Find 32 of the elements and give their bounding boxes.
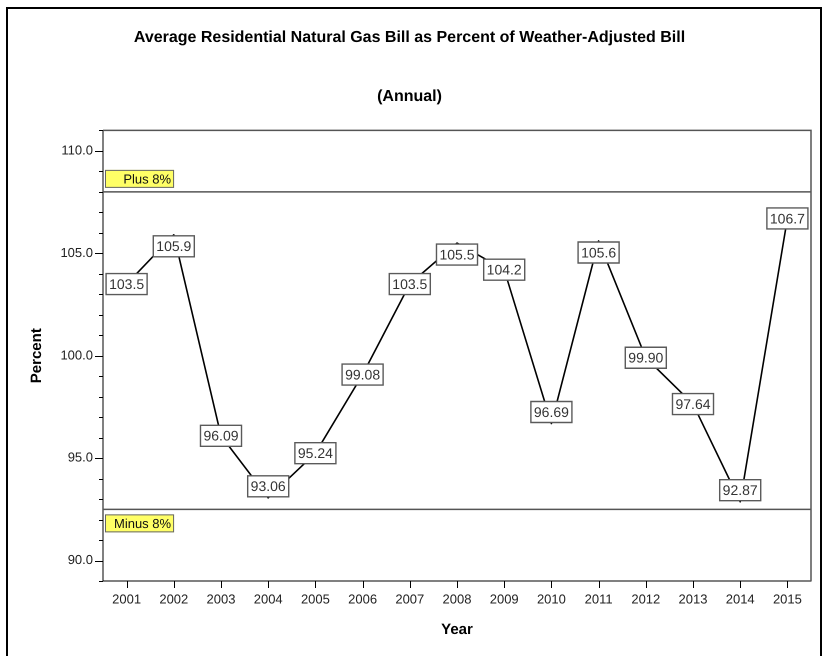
data-label: 105.6 (581, 244, 616, 260)
chart-subtitle: (Annual) (377, 88, 442, 106)
x-tick-label: 2004 (254, 591, 283, 606)
x-tick-label: 2006 (348, 591, 378, 606)
x-tick-label: 2002 (159, 591, 188, 606)
x-tick-label: 2014 (726, 591, 755, 606)
x-tick-label: 2015 (772, 591, 802, 606)
y-tick-label: 110.0 (61, 142, 93, 158)
x-tick-label: 2010 (536, 591, 566, 606)
y-axis-title: Percent (28, 328, 46, 384)
ref-line-label: Minus 8% (114, 516, 172, 531)
y-tick-label: 90.0 (68, 552, 93, 568)
data-label: 105.5 (439, 246, 475, 262)
data-label: 96.69 (534, 404, 570, 420)
data-label: 105.9 (156, 238, 192, 254)
x-tick-label: 2008 (442, 591, 472, 606)
x-tick-label: 2005 (300, 591, 330, 606)
ref-line-label: Plus 8% (123, 171, 172, 186)
x-tick-label: 2003 (206, 591, 236, 606)
y-tick-label: 105.0 (60, 244, 93, 260)
x-tick-label: 2001 (112, 591, 142, 606)
data-label: 93.06 (250, 478, 286, 494)
x-axis-title: Year (441, 621, 474, 638)
x-tick-label: 2011 (584, 591, 613, 606)
y-tick-label: 95.0 (68, 450, 93, 465)
y-tick-label: 100.0 (60, 347, 93, 362)
x-tick-label: 2013 (678, 591, 708, 606)
x-tick-label: 2007 (395, 591, 424, 606)
data-label: 92.87 (722, 482, 758, 498)
chart-title: Average Residential Natural Gas Bill as Percent of Weather-Adjusted Bill (134, 29, 686, 46)
x-tick-label: 2012 (631, 591, 660, 606)
x-tick-label: 2009 (490, 591, 519, 606)
